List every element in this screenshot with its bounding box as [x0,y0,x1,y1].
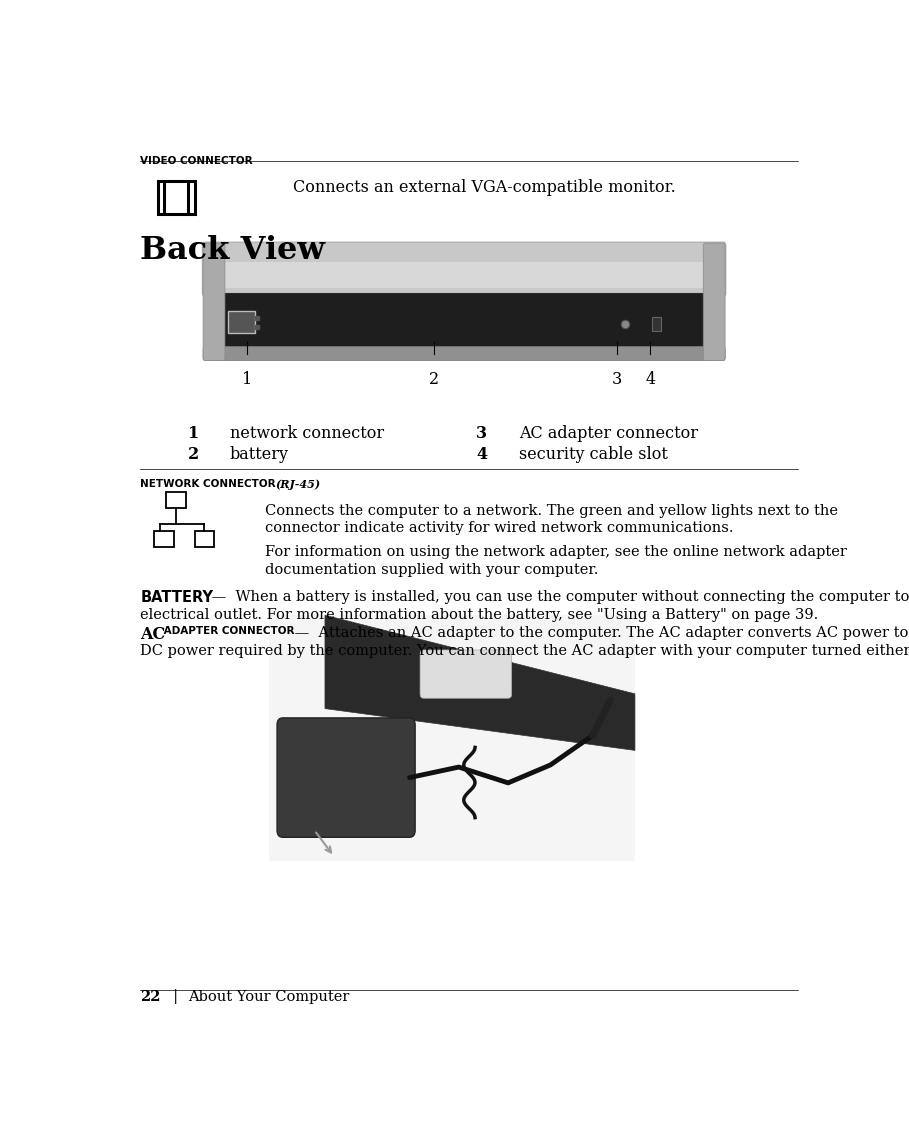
FancyBboxPatch shape [420,650,512,698]
Bar [213,262,716,288]
Text: About Your Computer: About Your Computer [188,990,350,1004]
Text: For information on using the network adapter, see the online network adapter: For information on using the network ada… [265,545,847,559]
Bar [166,492,186,508]
Bar [205,293,723,351]
Text: Connects an external VGA-compatible monitor.: Connects an external VGA-compatible moni… [294,179,676,196]
Bar [195,531,215,547]
Text: —  Attaches an AC adapter to the computer. The AC adapter converts AC power to t: — Attaches an AC adapter to the computer… [290,626,909,640]
FancyBboxPatch shape [203,347,725,360]
Text: Connects the computer to a network. The green and yellow lights next to the: Connects the computer to a network. The … [265,504,838,518]
Text: VIDEO CONNECTOR: VIDEO CONNECTOR [140,156,253,166]
Bar [269,616,634,861]
Text: 22: 22 [140,990,161,1004]
Text: (RJ-45): (RJ-45) [275,479,321,490]
Text: 2: 2 [429,372,439,389]
FancyBboxPatch shape [277,718,415,837]
Text: 3: 3 [476,425,487,441]
Text: BATTERY: BATTERY [140,589,214,604]
Text: security cable slot: security cable slot [519,446,667,463]
Text: 4: 4 [645,372,655,389]
Text: AC adapter connector: AC adapter connector [519,425,698,441]
Text: |: | [164,990,187,1004]
Text: 3: 3 [612,372,623,389]
Text: 2: 2 [187,446,199,463]
Text: battery: battery [230,446,289,463]
Text: documentation supplied with your computer.: documentation supplied with your compute… [265,562,598,577]
Text: AC: AC [140,626,165,643]
FancyBboxPatch shape [203,243,225,360]
Text: 4: 4 [476,446,487,463]
Text: Back View: Back View [140,235,325,266]
Bar [652,317,661,332]
Text: ADAPTER CONNECTOR: ADAPTER CONNECTOR [160,626,295,636]
FancyBboxPatch shape [203,242,725,296]
Text: 1: 1 [243,372,253,389]
Bar [158,181,195,214]
Text: 1: 1 [187,425,199,441]
Text: DC power required by the computer. You can connect the AC adapter with your comp: DC power required by the computer. You c… [140,644,909,658]
Text: NETWORK CONNECTOR: NETWORK CONNECTOR [140,479,280,489]
Text: —  When a battery is installed, you can use the computer without connecting the : — When a battery is installed, you can u… [206,589,909,604]
Text: connector indicate activity for wired network communications.: connector indicate activity for wired ne… [265,521,734,536]
Polygon shape [325,616,634,750]
Text: network connector: network connector [230,425,384,441]
FancyBboxPatch shape [704,243,725,360]
Bar [154,531,174,547]
Bar [228,311,255,333]
Text: electrical outlet. For more information about the battery, see "Using a Battery": electrical outlet. For more information … [140,608,819,622]
